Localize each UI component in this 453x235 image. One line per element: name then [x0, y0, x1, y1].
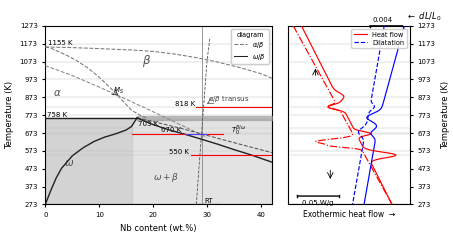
Text: $\omega$: $\omega$ [64, 158, 74, 168]
Text: 703 K: 703 K [138, 121, 158, 127]
Y-axis label: Temperature (K): Temperature (K) [441, 81, 450, 149]
Text: RT: RT [204, 198, 213, 204]
Text: 758 K: 758 K [47, 112, 67, 118]
Text: $\alpha/\beta$ transus: $\alpha/\beta$ transus [208, 94, 250, 103]
Legend: Heat flow, Dilatation: Heat flow, Dilatation [351, 29, 407, 48]
Text: $T_0^{\beta/\omega}$: $T_0^{\beta/\omega}$ [231, 124, 247, 137]
Text: $\beta$: $\beta$ [142, 53, 151, 69]
Text: $\leftarrow$ $dL/L_0$: $\leftarrow$ $dL/L_0$ [406, 10, 442, 23]
Text: $\alpha$: $\alpha$ [53, 88, 62, 98]
Polygon shape [45, 118, 131, 204]
Y-axis label: Temperature (K): Temperature (K) [5, 81, 14, 149]
Text: $M_S$: $M_S$ [113, 86, 124, 96]
Text: $\omega + \beta$: $\omega + \beta$ [153, 171, 179, 184]
X-axis label: Nb content (wt.%): Nb content (wt.%) [120, 224, 197, 233]
X-axis label: Exothermic heat flow  →: Exothermic heat flow → [303, 210, 395, 219]
Text: 1155 K: 1155 K [48, 40, 72, 47]
Legend: $\alpha/\beta$, $\omega/\beta$: $\alpha/\beta$, $\omega/\beta$ [231, 29, 269, 64]
Polygon shape [45, 118, 272, 204]
Text: 818 K: 818 K [175, 101, 195, 107]
Text: 550 K: 550 K [169, 149, 189, 155]
Text: 670 K: 670 K [161, 127, 182, 133]
Text: 0.004: 0.004 [372, 17, 392, 23]
Text: 0.05 W/g: 0.05 W/g [302, 200, 334, 206]
